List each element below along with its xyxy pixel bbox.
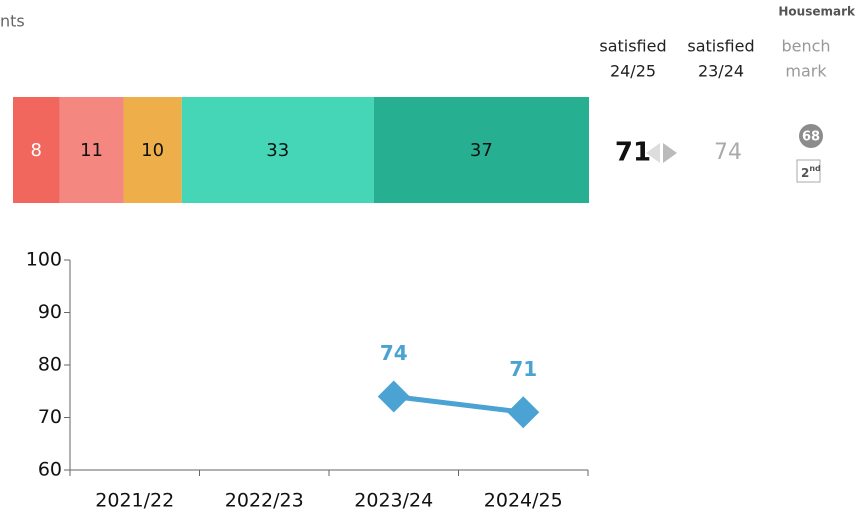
y-tick-label: 80 xyxy=(38,354,62,376)
benchmark-value: 68 xyxy=(802,130,820,145)
segment-label: 37 xyxy=(470,140,493,161)
data-label: 74 xyxy=(380,341,408,365)
x-tick-label: 2023/24 xyxy=(354,490,433,512)
segment-label: 33 xyxy=(266,140,289,161)
bar-segment xyxy=(181,97,374,203)
segment-label: 11 xyxy=(80,140,103,161)
bar-segment xyxy=(373,97,589,203)
x-tick-label: 2024/25 xyxy=(484,490,563,512)
y-tick-label: 90 xyxy=(38,301,62,323)
column-header: 23/24 xyxy=(698,62,744,81)
y-tick-label: 100 xyxy=(26,249,62,271)
bar-segment xyxy=(123,97,182,203)
current-score: 71 xyxy=(615,138,651,168)
rank: 2nd xyxy=(801,164,821,180)
rank-suffix: nd xyxy=(809,164,821,173)
series-line xyxy=(393,394,524,415)
bar-segment xyxy=(13,97,60,203)
benchmark-badge xyxy=(799,124,823,148)
arrow-right xyxy=(663,143,677,163)
logo: Housemark xyxy=(778,5,856,19)
segment-label: 8 xyxy=(31,140,42,161)
arrow-left xyxy=(646,143,660,163)
bar-segment xyxy=(59,97,124,203)
rank-number: 2 xyxy=(801,166,809,180)
x-tick-label: 2021/22 xyxy=(95,490,174,512)
column-header: satisfied xyxy=(599,37,666,56)
header-fragment: nts xyxy=(0,12,25,31)
y-tick-label: 60 xyxy=(38,459,62,481)
previous-score: 74 xyxy=(714,140,742,165)
marker xyxy=(507,396,540,429)
marker xyxy=(377,380,410,413)
segment-label: 10 xyxy=(141,140,164,161)
x-tick-label: 2022/23 xyxy=(225,490,304,512)
y-tick-label: 70 xyxy=(38,406,62,428)
data-label: 71 xyxy=(509,357,537,381)
column-header: 24/25 xyxy=(610,62,656,81)
column-header: bench xyxy=(781,37,830,56)
rank-box xyxy=(796,159,821,183)
column-header: mark xyxy=(785,62,827,81)
column-header: satisfied xyxy=(687,37,754,56)
